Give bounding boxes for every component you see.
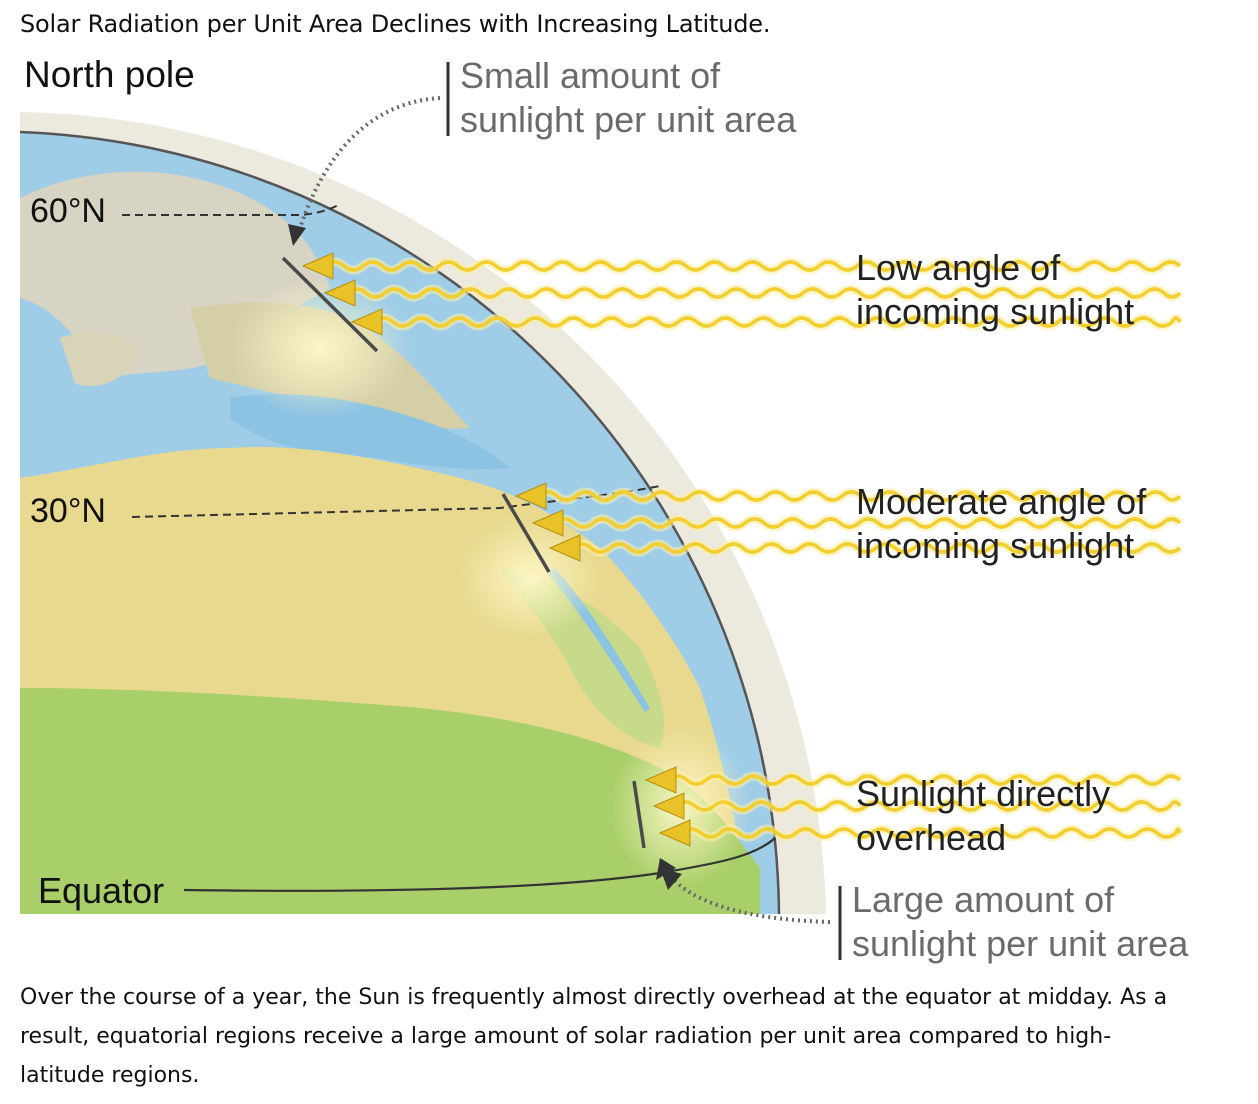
moderate-angle-label: Moderate angle of incoming sunlight [856, 480, 1146, 568]
ray-overhead-3 [680, 827, 1182, 839]
lat-30-label: 30°N [30, 492, 106, 530]
caption-line-1: Over the course of a year, the Sun is fr… [20, 985, 1168, 1010]
ray-arrowhead-overhead-1 [644, 766, 677, 794]
lat-60-label: 60°N [30, 192, 106, 230]
caption-line-3: latitude regions. [20, 1063, 200, 1088]
ray-arrowhead-overhead-3 [658, 819, 691, 847]
directly-overhead-line-1: Sunlight directly [856, 773, 1111, 814]
sun-rays [301, 252, 1185, 847]
large-amount-line-1: Large amount of [852, 879, 1115, 920]
moderate-angle-line-2: incoming sunlight [856, 525, 1135, 566]
pointer-small-amount [298, 96, 441, 229]
low-angle-line-2: incoming sunlight [856, 291, 1135, 332]
small-amount-line-1: Small amount of [460, 55, 721, 96]
large-amount-line-2: sunlight per unit area [852, 923, 1189, 964]
caption-line-2: result, equatorial regions receive a lar… [20, 1024, 1112, 1049]
ray-arrowhead-low-2 [323, 279, 356, 307]
large-amount-label: Large amount of sunlight per unit area [852, 878, 1188, 966]
small-amount-label: Small amount of sunlight per unit area [460, 54, 796, 142]
globe-rim [19, 130, 781, 915]
ray-low-3 [372, 316, 1182, 328]
ray-moderate-3 [570, 542, 1182, 554]
surface-segment-30 [501, 493, 551, 573]
ray-overhead-1 [666, 774, 1182, 786]
figure-caption: Over the course of a year, the Sun is fr… [20, 978, 1220, 1095]
equator-arrowhead [656, 858, 676, 880]
ray-moderate-2 [553, 517, 1182, 529]
moderate-angle-line-1: Moderate angle of [856, 481, 1147, 522]
directly-overhead-line-2: overhead [856, 817, 1007, 858]
lat-60-line [122, 203, 341, 216]
low-angle-line-1: Low angle of [856, 247, 1061, 288]
ray-arrowhead-moderate-2 [531, 509, 564, 537]
ray-low-2 [345, 287, 1182, 299]
ray-arrowhead-moderate-3 [548, 534, 581, 562]
ray-arrowhead-low-1 [301, 252, 334, 280]
ray-arrowhead-moderate-1 [514, 482, 547, 510]
pointer-small-arrowhead [288, 224, 306, 246]
ray-low-1 [323, 260, 1182, 272]
ray-overhead-2 [674, 800, 1182, 812]
ray-arrowhead-overhead-2 [652, 792, 685, 820]
ray-arrowhead-low-3 [350, 308, 383, 336]
solar-radiation-diagram: North pole 60°N 30°N Equator Small amoun… [0, 48, 1258, 968]
north-pole-label: North pole [24, 54, 195, 95]
low-angle-label: Low angle of incoming sunlight [856, 246, 1134, 334]
directly-overhead-label: Sunlight directly overhead [856, 772, 1110, 860]
figure-title: Solar Radiation per Unit Area Declines w… [20, 10, 771, 38]
pointer-large-amount [670, 876, 831, 924]
equator-label: Equator [38, 870, 165, 911]
surface-segment-equator [632, 780, 646, 849]
surface-segment-60 [281, 256, 379, 353]
ray-moderate-1 [536, 490, 1182, 502]
earth-illustration [19, 62, 1185, 960]
equator-line [183, 837, 776, 892]
small-amount-line-2: sunlight per unit area [460, 99, 797, 140]
